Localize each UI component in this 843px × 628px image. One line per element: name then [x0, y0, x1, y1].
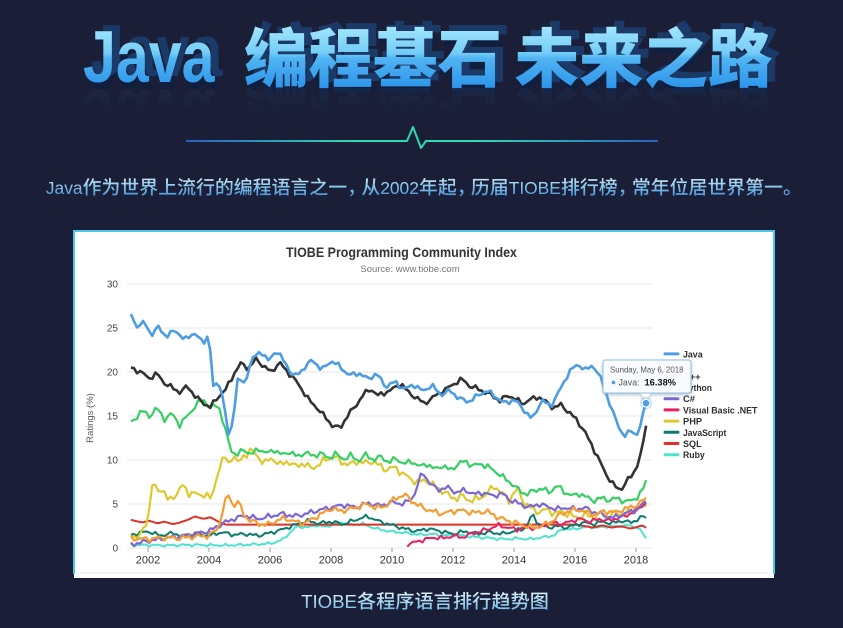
svg-text:Ruby: Ruby: [683, 450, 705, 460]
svg-text:20: 20: [107, 368, 119, 379]
svg-text:2002: 2002: [136, 555, 160, 567]
svg-text:2012: 2012: [441, 555, 465, 567]
svg-text:16.38%: 16.38%: [645, 378, 677, 388]
svg-text:2008: 2008: [319, 555, 343, 567]
svg-text:5: 5: [112, 500, 118, 511]
svg-text:Python: Python: [683, 383, 712, 393]
svg-text:C#: C#: [683, 394, 696, 404]
svg-text:Source: www.tiobe.com: Source: www.tiobe.com: [360, 264, 459, 275]
svg-text:Sunday, May 6, 2018: Sunday, May 6, 2018: [610, 365, 684, 375]
svg-text:TIOBE Programming Community In: TIOBE Programming Community Index: [286, 244, 517, 260]
svg-text:25: 25: [107, 324, 119, 335]
svg-text:JavaScript: JavaScript: [683, 428, 726, 438]
svg-text:10: 10: [107, 456, 119, 467]
svg-text:15: 15: [107, 412, 119, 423]
svg-text:Java: Java: [683, 349, 703, 359]
svg-text:30: 30: [107, 280, 119, 291]
svg-text:2014: 2014: [502, 555, 526, 567]
svg-text:0: 0: [112, 544, 118, 555]
svg-text:2016: 2016: [563, 555, 587, 567]
svg-text:2018: 2018: [624, 555, 648, 567]
svg-text:2006: 2006: [258, 555, 282, 567]
svg-text:SQL: SQL: [683, 439, 702, 449]
svg-text:PHP: PHP: [683, 417, 702, 427]
svg-text:Visual Basic .NET: Visual Basic .NET: [683, 405, 758, 415]
svg-text:Ratings (%): Ratings (%): [85, 393, 96, 443]
svg-text:2010: 2010: [380, 555, 404, 567]
svg-text:Java:: Java:: [619, 378, 640, 388]
svg-text:C++: C++: [683, 372, 701, 382]
svg-text:2004: 2004: [197, 555, 221, 567]
